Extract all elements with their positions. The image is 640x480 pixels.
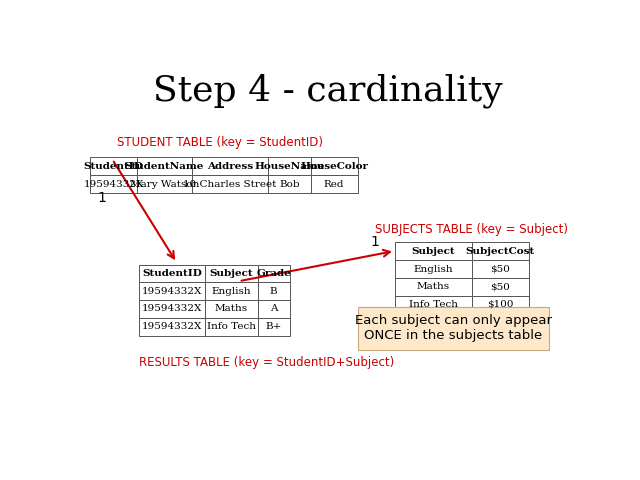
- Bar: [269, 157, 310, 175]
- Text: 19594332X: 19594332X: [142, 322, 202, 331]
- Bar: [395, 242, 472, 260]
- Bar: [205, 300, 257, 318]
- Bar: [205, 318, 257, 336]
- Text: Red: Red: [324, 180, 344, 189]
- Text: B+: B+: [266, 322, 282, 331]
- Text: 19594332X: 19594332X: [142, 287, 202, 296]
- Text: Info Tech: Info Tech: [409, 300, 458, 309]
- Bar: [257, 264, 290, 282]
- Bar: [395, 260, 472, 278]
- Bar: [472, 242, 529, 260]
- Text: English: English: [212, 287, 252, 296]
- Text: 10 Charles Street: 10 Charles Street: [183, 180, 276, 189]
- Bar: [257, 318, 290, 336]
- Text: Step 4 - cardinality: Step 4 - cardinality: [153, 73, 503, 108]
- Bar: [269, 175, 310, 193]
- Bar: [395, 296, 472, 313]
- Text: Grade: Grade: [256, 269, 291, 278]
- Text: Maths: Maths: [417, 282, 450, 291]
- Bar: [472, 278, 529, 296]
- Text: STUDENT TABLE (key = StudentID): STUDENT TABLE (key = StudentID): [117, 136, 323, 149]
- Text: Bob: Bob: [279, 180, 300, 189]
- Bar: [472, 260, 529, 278]
- Bar: [205, 282, 257, 300]
- Text: SubjectCost: SubjectCost: [466, 247, 535, 256]
- Bar: [191, 157, 269, 175]
- Bar: [138, 318, 205, 336]
- Text: Each subject can only appear
ONCE in the subjects table: Each subject can only appear ONCE in the…: [355, 314, 552, 342]
- FancyBboxPatch shape: [358, 307, 548, 349]
- Bar: [138, 300, 205, 318]
- Text: $100: $100: [487, 300, 514, 309]
- Bar: [257, 300, 290, 318]
- Bar: [138, 282, 205, 300]
- Text: B: B: [270, 287, 278, 296]
- Text: Subject: Subject: [210, 269, 253, 278]
- Text: HouseName: HouseName: [254, 162, 324, 171]
- Bar: [257, 282, 290, 300]
- Text: Subject: Subject: [412, 247, 455, 256]
- Text: 1: 1: [98, 191, 107, 205]
- Text: 1: 1: [371, 235, 380, 250]
- Bar: [90, 175, 137, 193]
- Text: SUBJECTS TABLE (key = Subject): SUBJECTS TABLE (key = Subject): [375, 223, 568, 236]
- Bar: [137, 175, 191, 193]
- Text: Info Tech: Info Tech: [207, 322, 256, 331]
- Bar: [310, 157, 358, 175]
- Bar: [137, 157, 191, 175]
- Text: Address: Address: [207, 162, 253, 171]
- Bar: [90, 157, 137, 175]
- Text: Mary Watson: Mary Watson: [130, 180, 199, 189]
- Bar: [191, 175, 269, 193]
- Text: A: A: [270, 304, 277, 313]
- Text: $50: $50: [490, 264, 510, 274]
- Bar: [472, 296, 529, 313]
- Text: RESULTS TABLE (key = StudentID+Subject): RESULTS TABLE (key = StudentID+Subject): [138, 356, 394, 369]
- Text: HouseColor: HouseColor: [300, 162, 368, 171]
- Text: 19594332X: 19594332X: [83, 180, 143, 189]
- Text: Maths: Maths: [215, 304, 248, 313]
- Text: StudentID: StudentID: [142, 269, 202, 278]
- Bar: [138, 264, 205, 282]
- Text: StudentName: StudentName: [125, 162, 204, 171]
- Bar: [205, 264, 257, 282]
- Text: StudentID: StudentID: [84, 162, 143, 171]
- Text: 19594332X: 19594332X: [142, 304, 202, 313]
- Bar: [310, 175, 358, 193]
- Text: English: English: [413, 264, 453, 274]
- Bar: [395, 278, 472, 296]
- Text: $50: $50: [490, 282, 510, 291]
